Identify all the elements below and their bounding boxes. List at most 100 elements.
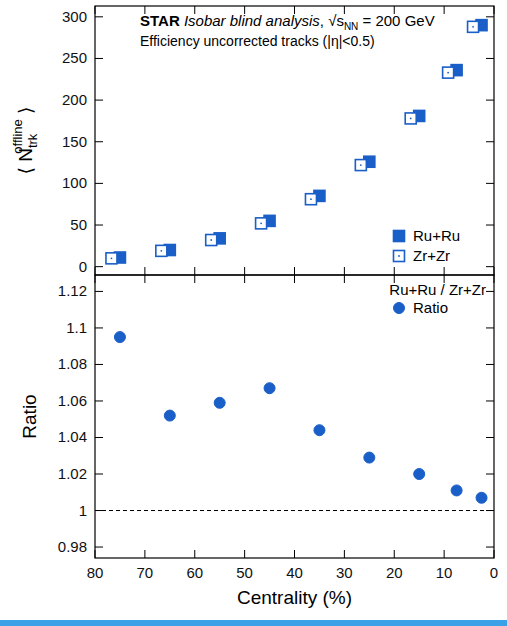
y-tick-label: 150 [62,133,87,150]
marker [256,218,267,229]
chart: 050100150200250300STAR Isobar blind anal… [0,0,507,626]
legend-label: Zr+Zr [413,247,450,264]
label-part: trk [25,133,40,148]
y-tick [95,183,103,184]
x-tick [244,267,245,275]
y-tick [486,266,494,267]
x-tick [95,550,96,558]
x-tick [494,6,495,14]
marker [355,160,366,171]
x-tick-label: 40 [286,564,303,581]
marker [264,383,275,394]
x-tick [444,550,445,558]
x-tick [344,267,345,275]
marker [156,245,167,256]
marker-dot [472,26,474,28]
x-tick [294,550,295,558]
y-tick [95,141,103,142]
x-tick [95,267,96,275]
x-tick [194,267,195,275]
frame [95,6,494,275]
label-part: ⟩ [15,106,36,119]
y-tick-label: 1.08 [58,355,87,372]
reference-group [95,510,494,511]
frame [95,275,494,558]
marker-dot [310,198,312,200]
legend: Ru+Ru / Zr+ZrRatio [389,281,486,316]
y-tick-label: 50 [70,216,87,233]
y-tick [95,266,103,267]
y-tick [486,474,494,475]
x-tick-label: 30 [336,564,353,581]
y-tick [95,547,103,548]
marker [164,410,175,421]
x-tick [494,267,495,275]
y-tick [486,327,494,328]
marker [106,253,117,264]
x-tick [194,550,195,558]
x-tick [444,6,445,14]
decor-band [0,620,507,626]
marker [305,194,316,205]
y-tick-label: 1.1 [66,319,87,336]
y-tick [486,547,494,548]
x-tick [294,267,295,275]
y-tick-label: 0.98 [58,538,87,555]
marker-dot [210,239,212,241]
marker [476,492,487,503]
y-tick-label: 0 [79,258,87,275]
y-tick-label: 1.02 [58,465,87,482]
y-axis-label: ⟨ Ntrkoffline ⟩ [10,106,40,174]
x-tick [244,550,245,558]
marker [394,231,405,242]
legend-label: Ratio [413,299,448,316]
y-tick [486,183,494,184]
y-axis-label: Ratio [19,394,40,438]
marker [114,332,125,343]
y-tick [486,100,494,101]
x-tick [244,275,245,283]
marker [414,469,425,480]
marker [405,113,416,124]
y-tick [486,291,494,292]
marker [443,67,454,78]
title-part: Isobar blind analysis [184,12,320,29]
y-tick-label: 1.04 [58,428,87,445]
marker-dot [160,250,162,252]
data-group [114,332,487,504]
y-tick-label: 100 [62,174,87,191]
x-tick [494,550,495,558]
x-tick [394,550,395,558]
marker [394,303,405,314]
x-tick [194,275,195,283]
x-tick [95,275,96,283]
legend-label: Ru+Ru [413,227,460,244]
data-group [106,20,487,264]
x-tick [344,6,345,14]
x-tick [394,267,395,275]
marker-dot [398,255,400,257]
title-part: = 200 GeV [358,12,434,29]
y-tick-label: 1 [79,502,87,519]
y-tick-label: 1.12 [58,282,87,299]
y-tick [95,327,103,328]
y-tick [95,100,103,101]
title-part: , √s [320,12,344,29]
y-tick [486,141,494,142]
x-tick-label: 20 [386,564,403,581]
x-tick-label: 70 [137,564,154,581]
y-tick-label: 250 [62,49,87,66]
x-tick [95,6,96,14]
y-tick [95,291,103,292]
marker-dot [447,72,449,74]
marker-dot [360,164,362,166]
marker [451,485,462,496]
y-tick [486,225,494,226]
x-tick-label: 50 [236,564,253,581]
y-tick [486,400,494,401]
marker [394,251,405,262]
y-tick [486,58,494,59]
y-tick [95,400,103,401]
y-tick [95,474,103,475]
y-tick [95,58,103,59]
